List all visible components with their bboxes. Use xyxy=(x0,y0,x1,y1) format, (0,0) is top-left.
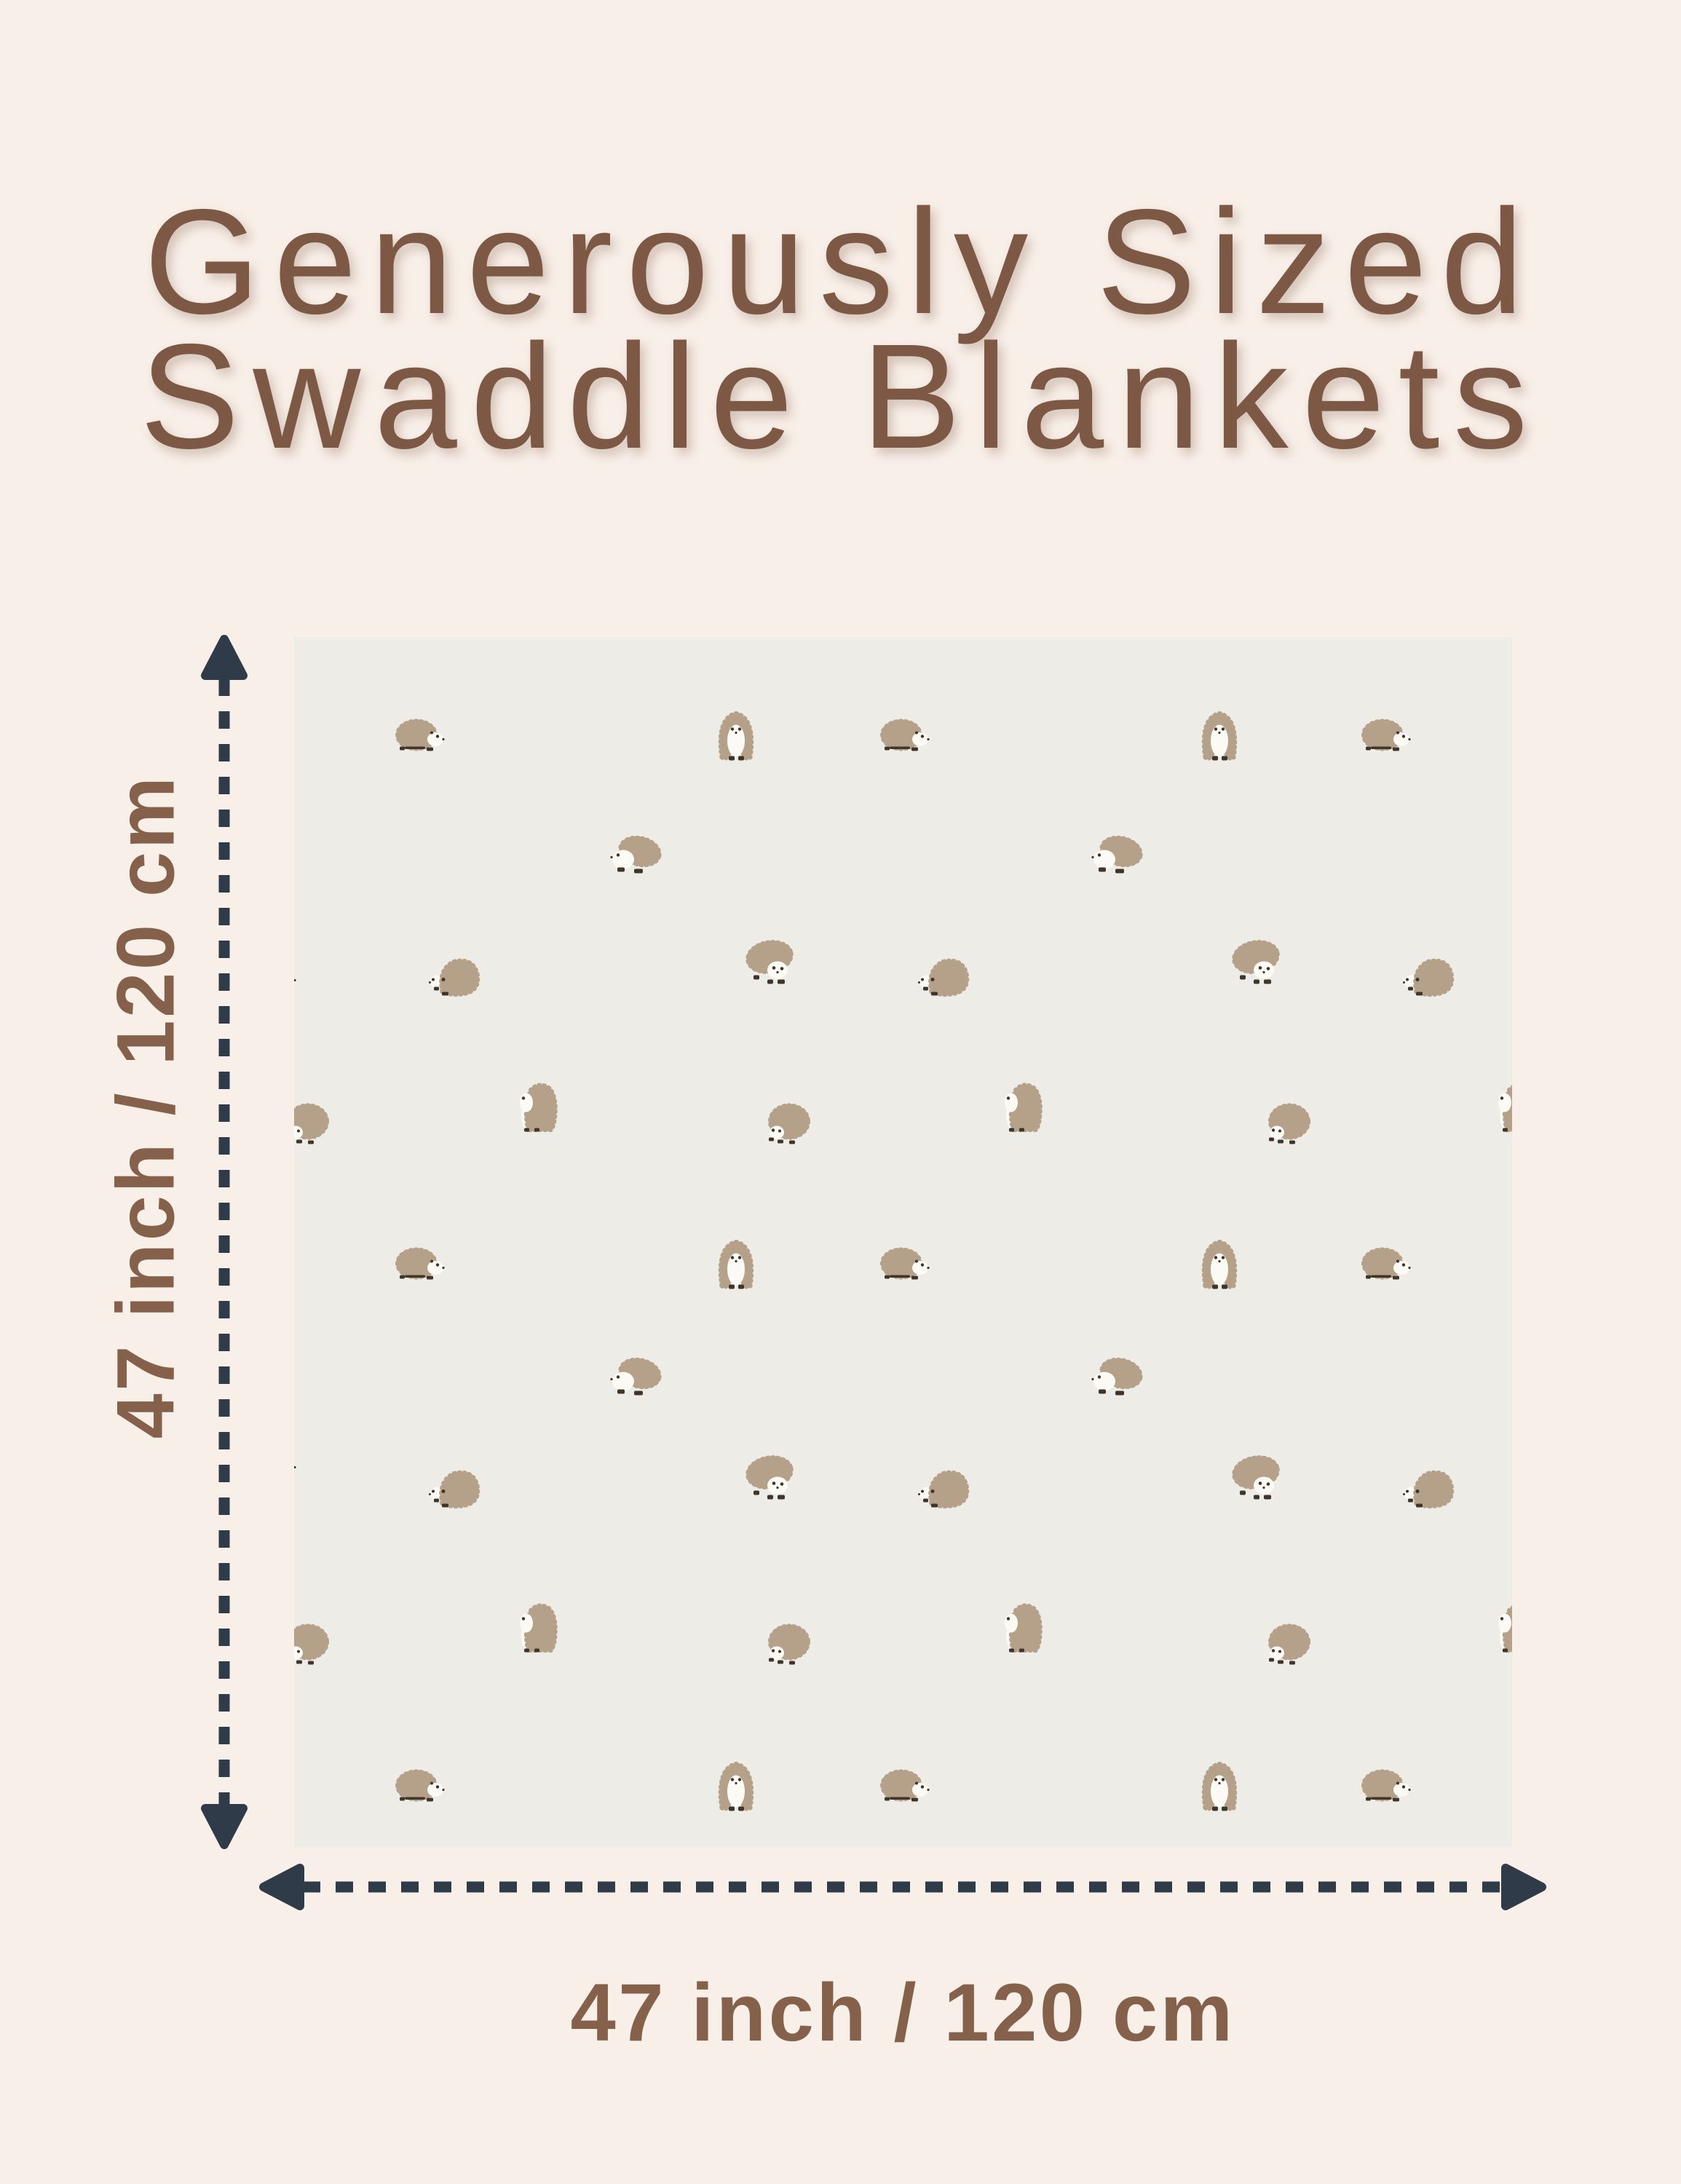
hedgehog-motif xyxy=(1198,708,1241,767)
hedgehog-motif xyxy=(1262,1621,1314,1673)
hedgehog-motif xyxy=(745,1455,803,1509)
hedgehog-motif xyxy=(294,1101,333,1153)
hedgehog-motif xyxy=(1231,1455,1289,1509)
arrowhead-up-icon xyxy=(201,635,248,680)
title-line-1: Generously Sized xyxy=(143,178,1538,345)
hedgehog-motif xyxy=(428,1466,482,1514)
hedgehog-motif xyxy=(1361,1765,1417,1810)
hedgehog-motif xyxy=(715,1758,757,1817)
arrowhead-left-icon xyxy=(259,1864,304,1910)
arrowhead-down-icon xyxy=(201,1804,248,1849)
hedgehog-motif xyxy=(879,1765,936,1810)
hedgehog-motif xyxy=(518,1599,560,1658)
hedgehog-motif xyxy=(294,1621,333,1673)
hedgehog-motif xyxy=(879,1244,936,1289)
hedgehog-motif xyxy=(762,1101,814,1153)
hedgehog-motif xyxy=(395,1765,451,1810)
hedgehog-motif xyxy=(1002,1599,1045,1658)
hedgehog-motif xyxy=(395,715,451,759)
hedgehog-motif xyxy=(294,1444,303,1488)
hedgehog-motif xyxy=(606,1354,663,1403)
hedgehog-motif xyxy=(606,833,663,882)
hedgehog-motif xyxy=(428,954,482,1002)
vertical-dimension-arrow xyxy=(201,635,248,1849)
hedgehog-motif xyxy=(1002,1080,1045,1139)
hedgehog-motif xyxy=(1496,1080,1512,1139)
hedgehog-motif xyxy=(715,1237,757,1296)
hedgehog-motif xyxy=(1088,1354,1144,1403)
horizontal-dimension-label: 47 inch / 120 cm xyxy=(570,1967,1235,2058)
hedgehog-motif xyxy=(518,1080,560,1139)
hedgehog-motif xyxy=(715,708,757,767)
hedgehog-motif xyxy=(917,1466,971,1514)
swaddle-blanket-swatch xyxy=(294,637,1512,1847)
hedgehog-motif xyxy=(294,956,303,1000)
arrowhead-right-icon xyxy=(1501,1864,1546,1910)
hedgehog-motif xyxy=(1088,833,1144,882)
vertical-dimension-label: 47 inch / 120 cm xyxy=(100,774,191,1439)
page-title: Generously Sized Swaddle Blankets xyxy=(0,178,1681,480)
hedgehog-motif xyxy=(1262,1101,1314,1153)
hedgehog-motif xyxy=(745,939,803,994)
hedgehog-motif xyxy=(1198,1237,1241,1296)
title-line-2: Swaddle Blankets xyxy=(140,312,1541,480)
hedgehog-motif xyxy=(1361,715,1417,759)
hedgehog-motif xyxy=(1361,1244,1417,1289)
hedgehog-motif xyxy=(1402,1466,1456,1514)
hedgehog-motif xyxy=(395,1244,451,1289)
hedgehog-motif xyxy=(879,715,936,759)
hedgehog-motif xyxy=(1402,954,1456,1002)
hedgehog-motif xyxy=(1198,1758,1241,1817)
hedgehog-motif xyxy=(762,1621,814,1673)
hedgehog-motif xyxy=(1496,1599,1512,1658)
horizontal-dimension-arrow xyxy=(259,1864,1546,1910)
hedgehog-motif xyxy=(917,954,971,1002)
hedgehog-motif xyxy=(1231,939,1289,994)
